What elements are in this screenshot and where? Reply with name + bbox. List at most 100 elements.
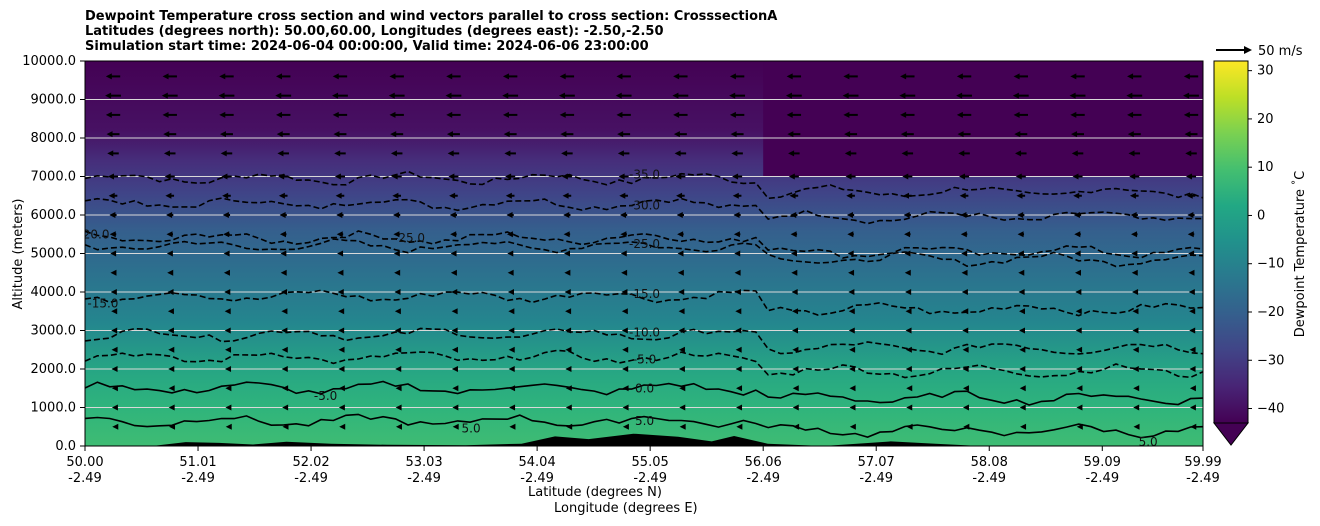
- wind-vector-head: [905, 289, 912, 295]
- wind-vector-field: [105, 73, 1199, 430]
- colorbar-tick-label: −10: [1257, 257, 1284, 272]
- wind-vector-head: [164, 173, 171, 180]
- contour-label: 5.0: [635, 414, 654, 428]
- contour-label: -25.0: [629, 237, 660, 251]
- wind-vector-head: [675, 173, 682, 180]
- wind-vector-head: [734, 289, 741, 295]
- wind-vector-head: [168, 385, 175, 392]
- wind-vector-head: [223, 250, 230, 257]
- wind-vector-head: [446, 73, 453, 80]
- wind-vector-head: [393, 250, 400, 257]
- wind-vector-head: [565, 327, 572, 334]
- wind-vector-head: [219, 73, 226, 80]
- wind-vector-head: [1019, 404, 1026, 411]
- wind-vector-head: [786, 111, 793, 118]
- wind-vector-head: [959, 173, 966, 180]
- x-tick-label-lat: 52.02: [292, 455, 329, 470]
- wind-vector-head: [338, 346, 345, 353]
- wind-vector-head: [220, 150, 227, 157]
- wind-vector-head: [168, 404, 175, 411]
- wind-vector-head: [676, 192, 683, 199]
- wind-vector-head: [1183, 111, 1190, 118]
- wind-vector-head: [846, 212, 853, 218]
- dry-upper-region: [763, 61, 1203, 177]
- chart-title-line-3: Simulation start time: 2024-06-04 00:00:…: [85, 39, 649, 54]
- wind-vector-head: [1183, 73, 1190, 80]
- wind-vector-head: [847, 250, 854, 257]
- wind-vector-head: [450, 250, 457, 257]
- wind-vector-head: [502, 92, 509, 99]
- wind-vector-head: [786, 73, 793, 80]
- wind-vector-head: [395, 404, 402, 411]
- wind-vector-head: [790, 250, 797, 257]
- wind-vector-head: [166, 231, 173, 238]
- wind-vector-head: [275, 92, 282, 99]
- wind-vector-head: [790, 212, 797, 218]
- wind-vector-head: [735, 366, 742, 372]
- wind-vector-head: [678, 346, 685, 353]
- wind-vector-head: [559, 73, 566, 80]
- y-tick-label: 3000.0: [31, 324, 77, 339]
- wind-vector-head: [792, 308, 799, 315]
- terrain-shape: [85, 433, 1203, 446]
- wind-vector-head: [622, 423, 629, 430]
- wind-vector-head: [1133, 404, 1140, 411]
- wind-vector-head: [674, 150, 681, 157]
- wind-vector-head: [338, 366, 345, 372]
- wind-vector-head: [507, 289, 514, 295]
- x-tick-label-lat: 50.00: [66, 455, 103, 470]
- wind-vector-head: [962, 308, 969, 315]
- wind-vector-head: [1070, 111, 1077, 118]
- wind-vector-head: [1132, 327, 1139, 334]
- wind-vector-head: [225, 404, 232, 411]
- wind-vector-head: [112, 423, 119, 430]
- wind-vector-head: [904, 269, 911, 276]
- wind-vector-head: [565, 346, 572, 353]
- wind-vector-head: [960, 212, 967, 218]
- wind-vector-head: [905, 308, 912, 315]
- wind-vector-head: [278, 173, 285, 180]
- wind-vector-head: [394, 269, 401, 276]
- wind-vector-head: [1132, 366, 1139, 372]
- wind-key-label: 50 m/s: [1258, 44, 1303, 59]
- wind-vector-head: [904, 250, 911, 257]
- wind-vector-head: [1128, 150, 1135, 157]
- wind-vector-head: [1069, 92, 1076, 99]
- colorbar-extend-arrow: [1212, 422, 1250, 446]
- wind-vector-head: [848, 289, 855, 295]
- colorbar-tick-label: −20: [1257, 305, 1284, 320]
- wind-vector-head: [732, 173, 739, 180]
- contour-label: 5.0: [1139, 435, 1158, 449]
- wind-vector-head: [281, 289, 288, 295]
- wind-vector-head: [562, 192, 569, 199]
- wind-vector-head: [221, 173, 228, 180]
- wind-vector-head: [110, 269, 117, 276]
- wind-vector-head: [105, 73, 112, 80]
- wind-vector-head: [105, 92, 112, 99]
- wind-vector-head: [733, 212, 740, 218]
- x-tick-label-lon: -2.49: [633, 471, 667, 486]
- wind-vector-head: [332, 73, 339, 80]
- wind-vector-head: [735, 346, 742, 353]
- wind-vector-head: [791, 289, 798, 295]
- wind-vector-head: [1013, 73, 1020, 80]
- wind-vector-head: [337, 250, 344, 257]
- wind-vector-head: [1017, 250, 1024, 257]
- wind-vector-head: [847, 231, 854, 238]
- wind-vector-head: [1015, 150, 1022, 157]
- y-tick-label: 0.0: [55, 439, 76, 454]
- wind-vector-head: [162, 73, 169, 80]
- x-tick-label-lon: -2.49: [294, 471, 328, 486]
- x-tick-label-lat: 59.99: [1184, 455, 1221, 470]
- wind-vector-head: [395, 346, 402, 353]
- wind-vector-head: [506, 231, 513, 238]
- wind-vector-head: [452, 423, 459, 430]
- wind-vector-head: [566, 423, 573, 430]
- contour-label: -15.0: [87, 297, 118, 311]
- wind-vector-head: [505, 173, 512, 180]
- wind-vector-head: [169, 423, 176, 430]
- wind-vector-head: [111, 308, 118, 315]
- wind-vector-head: [279, 212, 286, 218]
- wind-vector-head: [332, 111, 339, 118]
- wind-vector-head: [792, 366, 799, 372]
